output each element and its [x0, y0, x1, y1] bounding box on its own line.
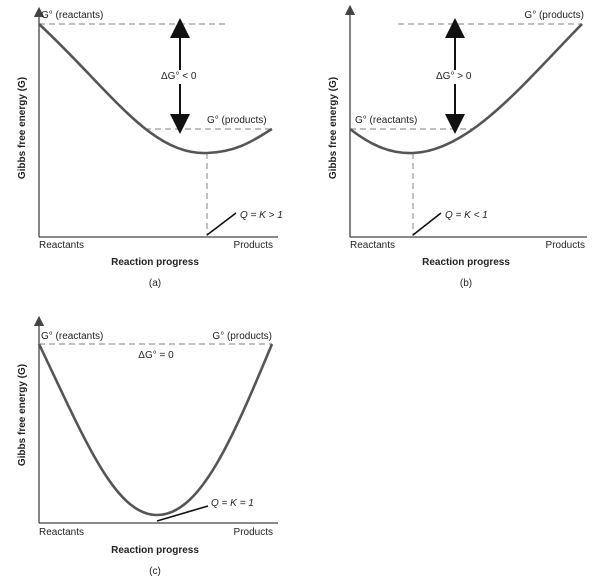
- level-label: G° (products): [207, 115, 267, 126]
- top-left-label: G° (reactants): [41, 331, 103, 342]
- x-left-label: Reactants: [39, 240, 84, 251]
- top-label: G° (products): [524, 10, 584, 21]
- y-axis-title: Gibbs free energy (G): [17, 77, 28, 179]
- panel-caption: (c): [149, 566, 161, 577]
- y-axis-title: Gibbs free energy (G): [328, 77, 339, 179]
- free-energy-curve: [38, 23, 273, 155]
- equilibrium-q-label: Q = K = 1: [211, 498, 254, 509]
- x-left-label: Reactants: [350, 240, 395, 251]
- free-energy-curve: [349, 23, 583, 155]
- delta-g-label: ΔG° < 0: [161, 71, 197, 82]
- equilibrium-pointer-line: [156, 505, 209, 522]
- panel-caption: (b): [460, 278, 472, 289]
- panel-b: G° (products) ΔG° > 0 G° (reactants) Q =…: [328, 4, 587, 289]
- x-axis-title: Reaction progress: [111, 257, 199, 268]
- equilibrium-q-label: Q = K > 1: [240, 210, 283, 221]
- panel-c: G° (reactants) G° (products) ΔG° = 0 Q =…: [17, 315, 278, 577]
- top-label: G° (reactants): [41, 10, 103, 21]
- equilibrium-pointer-line: [206, 212, 237, 236]
- level-label: G° (reactants): [355, 115, 417, 126]
- free-energy-curve: [37, 343, 274, 517]
- y-axis-title: Gibbs free energy (G): [17, 364, 28, 466]
- delta-g-label: ΔG° > 0: [436, 71, 472, 82]
- x-right-label: Products: [234, 240, 273, 251]
- equilibrium-q-label: Q = K < 1: [445, 210, 488, 221]
- x-left-label: Reactants: [39, 527, 84, 538]
- x-right-label: Products: [234, 527, 273, 538]
- panel-caption: (a): [149, 278, 161, 289]
- top-right-label: G° (products): [212, 331, 272, 342]
- x-right-label: Products: [546, 240, 585, 251]
- x-axis-title: Reaction progress: [111, 545, 199, 556]
- delta-g-label: ΔG° = 0: [138, 350, 174, 361]
- x-axis-title: Reaction progress: [422, 257, 510, 268]
- equilibrium-pointer-line: [412, 212, 442, 236]
- panel-a: G° (reactants) ΔG° < 0 G° (products) Q =…: [17, 6, 283, 289]
